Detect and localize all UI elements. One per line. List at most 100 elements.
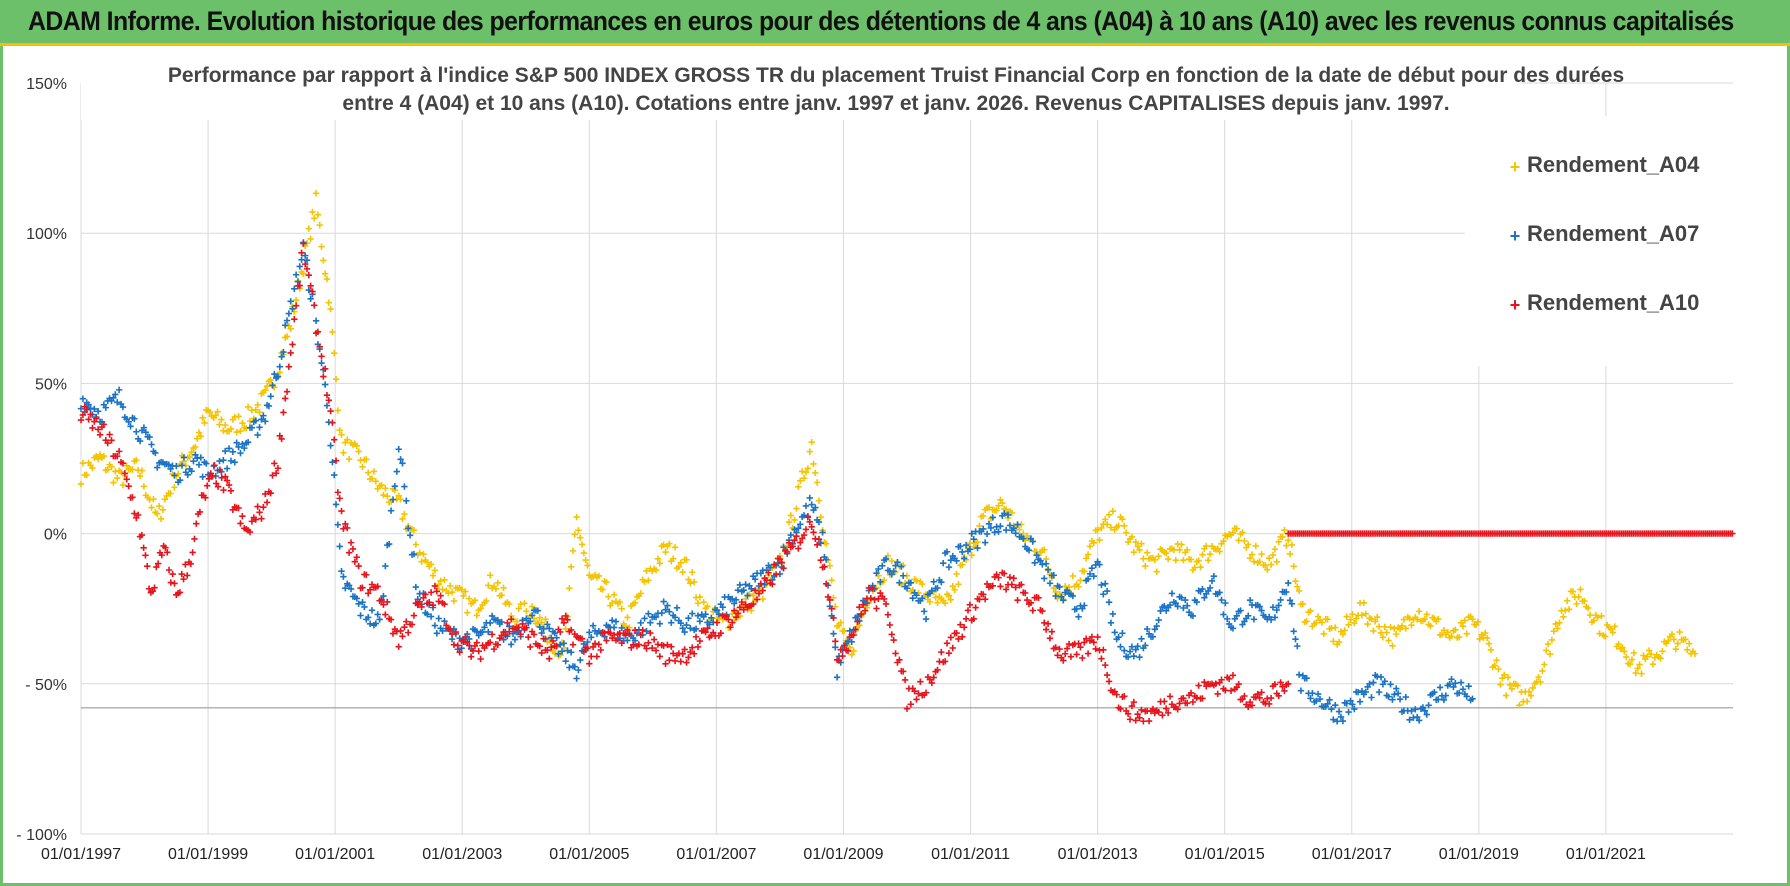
data-point xyxy=(960,624,968,631)
data-point xyxy=(687,625,694,632)
data-point xyxy=(704,625,711,632)
data-point xyxy=(740,606,747,613)
data-point xyxy=(1136,653,1143,661)
data-point xyxy=(660,598,667,605)
data-point xyxy=(329,459,336,466)
data-point xyxy=(380,491,387,499)
data-point xyxy=(1073,651,1080,658)
data-point xyxy=(511,636,519,643)
data-point xyxy=(713,607,721,614)
data-point xyxy=(320,257,327,264)
data-point xyxy=(1586,611,1594,619)
data-point xyxy=(258,515,265,522)
data-point xyxy=(1333,718,1341,725)
data-point xyxy=(1010,524,1017,532)
data-point xyxy=(800,512,808,519)
data-point xyxy=(133,428,140,435)
data-point xyxy=(573,675,580,682)
data-point xyxy=(1351,619,1358,627)
data-point xyxy=(1408,707,1415,715)
data-point xyxy=(523,624,530,631)
data-point xyxy=(573,513,580,521)
data-point xyxy=(1176,700,1183,707)
data-point xyxy=(1562,607,1569,614)
data-point xyxy=(1016,526,1023,533)
data-point xyxy=(164,549,171,556)
data-point xyxy=(140,424,148,431)
data-point xyxy=(662,548,669,556)
x-tick-label: 01/01/2015 xyxy=(1185,846,1265,863)
data-point xyxy=(1423,611,1430,618)
data-point xyxy=(650,636,658,643)
data-point xyxy=(235,504,242,512)
data-point xyxy=(637,619,644,627)
data-point xyxy=(993,507,1000,514)
data-point xyxy=(1004,511,1012,519)
data-point xyxy=(1485,640,1493,647)
grid-layer xyxy=(80,82,1733,835)
data-point xyxy=(1105,678,1113,685)
data-point xyxy=(237,520,244,527)
data-point xyxy=(907,579,915,586)
data-point xyxy=(1054,652,1061,659)
data-point xyxy=(1307,607,1314,615)
data-point xyxy=(804,465,812,472)
data-point xyxy=(911,688,918,695)
data-point xyxy=(1370,627,1377,635)
data-point xyxy=(327,305,334,313)
data-point xyxy=(917,678,924,685)
data-point xyxy=(1347,697,1354,705)
data-point xyxy=(823,580,830,587)
data-point xyxy=(378,481,385,489)
data-point xyxy=(431,582,439,590)
data-point xyxy=(169,570,176,578)
data-point xyxy=(654,555,662,562)
data-point xyxy=(1161,602,1168,610)
data-point xyxy=(1187,689,1195,697)
data-point xyxy=(180,454,188,461)
data-point xyxy=(1358,687,1366,695)
data-point xyxy=(1672,645,1680,653)
y-tick-label: 50% xyxy=(35,376,67,393)
data-point xyxy=(675,563,683,571)
data-point xyxy=(1373,613,1381,621)
data-point xyxy=(241,444,248,452)
data-point xyxy=(1163,705,1170,712)
data-point xyxy=(616,598,624,606)
data-point xyxy=(1657,654,1664,662)
data-point xyxy=(282,395,289,402)
data-point xyxy=(837,619,844,626)
data-point xyxy=(1042,560,1050,567)
data-point xyxy=(544,621,551,628)
data-point xyxy=(837,646,844,653)
data-point xyxy=(214,483,222,490)
data-point xyxy=(1565,606,1573,613)
data-point xyxy=(298,256,305,263)
data-point xyxy=(283,333,291,340)
data-point xyxy=(1010,575,1017,582)
data-point xyxy=(1299,600,1307,608)
data-point xyxy=(527,618,534,625)
data-point xyxy=(481,624,488,631)
data-point xyxy=(1199,695,1206,702)
data-point xyxy=(785,539,793,546)
data-point xyxy=(239,440,246,448)
data-point xyxy=(364,469,372,476)
data-point xyxy=(852,626,859,633)
data-point xyxy=(859,601,867,608)
data-point xyxy=(882,600,890,608)
data-point xyxy=(287,298,294,305)
data-point xyxy=(983,530,991,538)
data-point xyxy=(1318,619,1326,626)
data-point xyxy=(353,554,360,561)
data-point xyxy=(1493,657,1500,664)
data-point xyxy=(437,577,444,584)
data-point xyxy=(146,433,153,441)
data-point xyxy=(1569,588,1577,595)
data-point xyxy=(955,581,962,588)
data-point xyxy=(1381,623,1389,631)
data-point xyxy=(1216,548,1223,555)
data-point xyxy=(418,603,425,611)
data-point xyxy=(355,562,362,570)
data-point xyxy=(538,629,545,637)
